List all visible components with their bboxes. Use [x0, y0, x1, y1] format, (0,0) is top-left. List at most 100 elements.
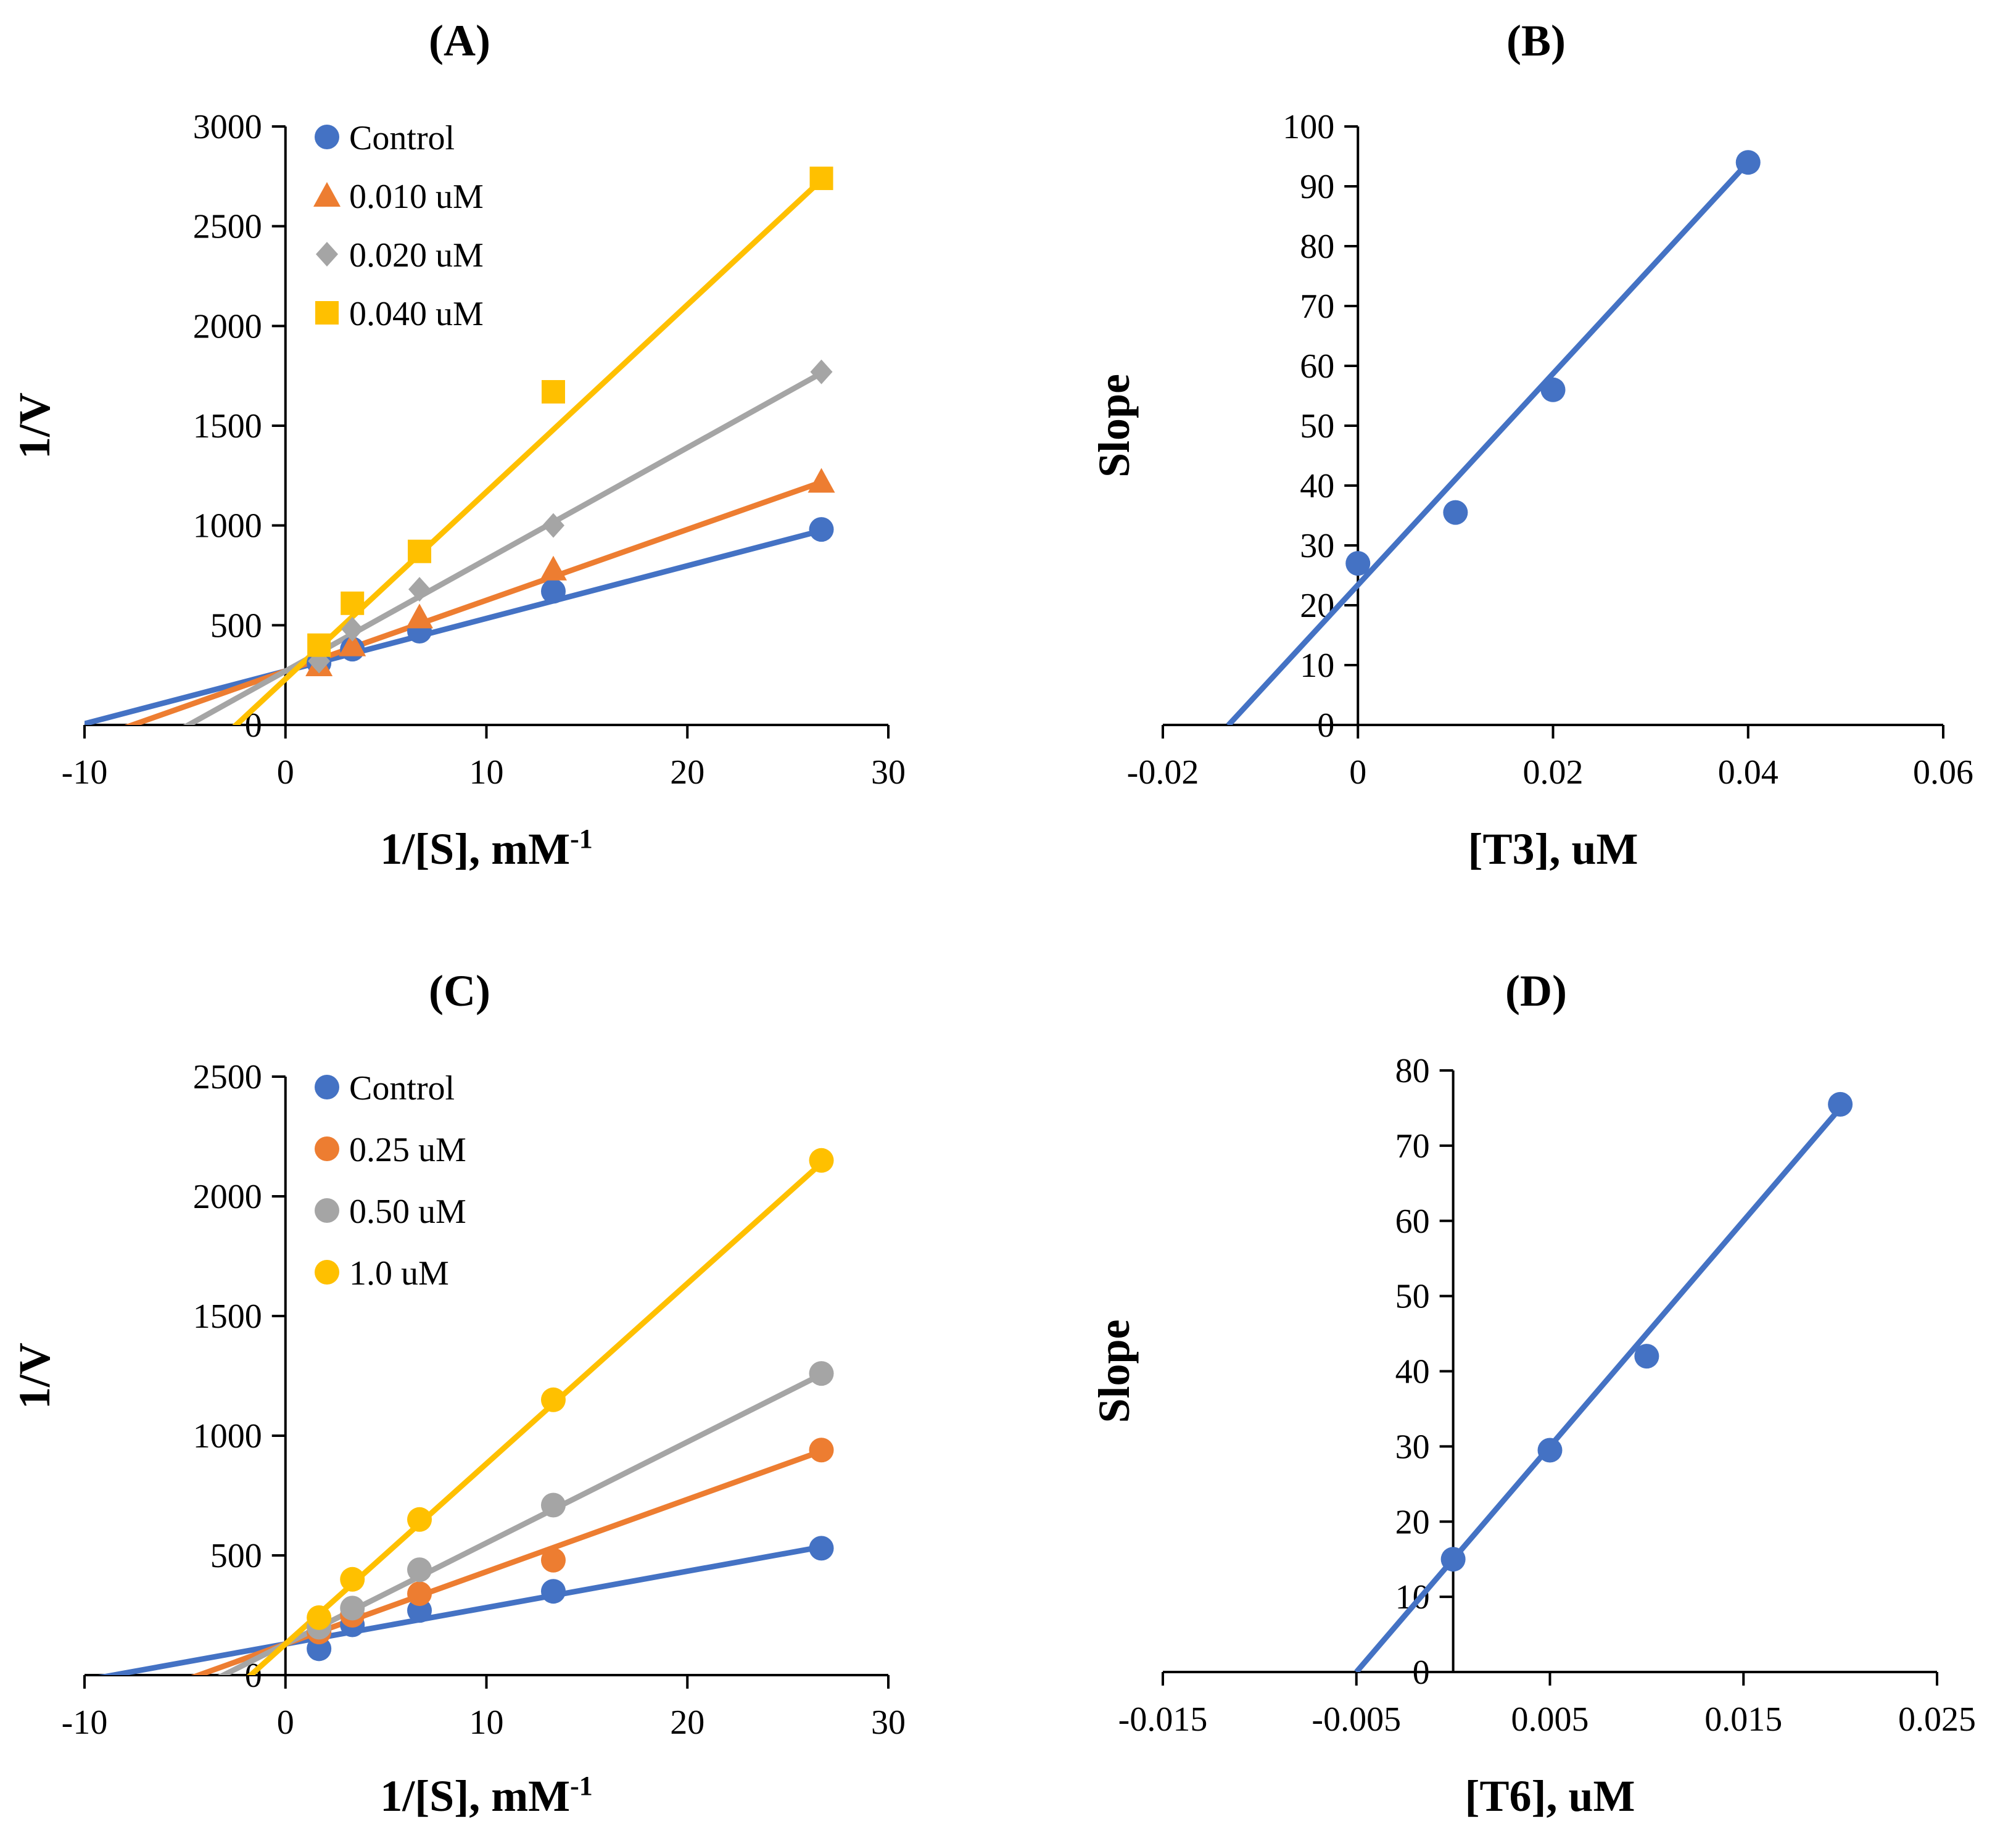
panel-d-y-tick-label: 60	[1395, 1202, 1430, 1241]
panel-c-title: (C)	[429, 966, 490, 1016]
panel-d-series-0-point	[1634, 1344, 1659, 1369]
panel-c-x-tick-label: 0	[277, 1703, 294, 1742]
panel-a-series-2-point	[810, 359, 833, 384]
panel-a-series-1-point	[406, 603, 434, 629]
panel-c-series-3-point	[307, 1605, 332, 1630]
panel-c-series-2-point	[809, 1361, 834, 1386]
panel-c-series-2-fit-line	[217, 1372, 823, 1675]
panel-a-legend-label: Control	[349, 119, 455, 157]
panel-c-legend-label: Control	[349, 1069, 455, 1107]
panel-a-series-0-point	[809, 517, 834, 542]
panel-a-series-3-point	[408, 539, 432, 563]
panel-c-legend-label: 0.50 uM	[349, 1193, 466, 1231]
panel-b-x-tick-label: -0.02	[1127, 753, 1199, 792]
panel-c-series-3-point	[540, 1387, 566, 1412]
panel-c-x-axis-title: 1/[S], mM-1	[380, 1771, 593, 1821]
panel-b-x-tick-label: 0	[1349, 753, 1366, 792]
panel-a: (A)-10 0 10 20 300500100015002000250030001/[…	[10, 16, 906, 874]
panel-b-y-tick-label: 30	[1300, 527, 1334, 565]
panel-c-series-3-fit-line	[246, 1161, 824, 1675]
panel-d-series-0-point	[1828, 1091, 1853, 1117]
panel-a-x-tick-label: 30	[871, 753, 906, 792]
panel-d-y-tick-label: 70	[1395, 1127, 1430, 1165]
panel-c-series-0-fit-line	[97, 1544, 822, 1675]
panel-b-y-tick-label: 70	[1300, 288, 1334, 326]
panel-b-y-tick-label: 40	[1300, 467, 1334, 505]
panel-b-series-0-point	[1443, 500, 1468, 525]
panel-a-x-tick-label: 0	[277, 753, 294, 792]
panel-a-y-tick-label: 2500	[193, 208, 262, 246]
panel-a-title: (A)	[429, 16, 490, 65]
panel-c-series-1-fit-line	[191, 1448, 823, 1675]
panel-a-series-1-point	[339, 631, 366, 656]
panel-a-series-2-point	[341, 616, 364, 642]
panel-a-legend-label: 0.040 uM	[349, 295, 484, 333]
panel-d-series-0-point	[1537, 1438, 1563, 1463]
panel-c-x-tick-label: 30	[871, 1703, 906, 1742]
panel-d-x-tick-label: 0.025	[1898, 1700, 1976, 1739]
panel-d-x-tick-label: 0.005	[1511, 1700, 1589, 1739]
panel-d-x-tick-label: -0.005	[1312, 1700, 1401, 1739]
panel-a-series-0-point	[540, 579, 566, 604]
panel-c-series-0-point	[540, 1579, 566, 1604]
panel-c-x-tick-label: 10	[469, 1703, 504, 1742]
panel-d-y-tick-label: 30	[1395, 1428, 1430, 1466]
panel-d-series-0-point	[1440, 1547, 1466, 1572]
panel-c-y-tick-label: 500	[210, 1537, 262, 1575]
panel-a-series-1-fit-line	[124, 479, 823, 725]
panel-b-series-0-point	[1735, 150, 1761, 175]
panel-d-x-tick-label: -0.015	[1118, 1700, 1208, 1739]
panel-b-y-tick-label: 100	[1283, 108, 1334, 146]
panel-a-series-1-point	[539, 555, 567, 581]
panel-a-legend: Control 0.010 uM 0.020 uM 0.040 uM	[313, 119, 484, 333]
panel-a-series-0-fit-line	[85, 528, 822, 725]
panel-d-y-axis-title: Slope	[1089, 1319, 1139, 1423]
panel-a-legend-marker	[313, 182, 341, 207]
panel-d-y-tick-label: 40	[1395, 1353, 1430, 1391]
panel-c-legend-marker	[315, 1198, 339, 1223]
panel-c-series-2-point	[407, 1557, 432, 1583]
panel-a-series-3-point	[307, 633, 331, 657]
panel-a-legend-label: 0.010 uM	[349, 178, 484, 216]
panel-a-series-3-point	[541, 380, 565, 404]
panel-b-y-tick-label: 50	[1300, 407, 1334, 445]
panel-c-legend-label: 1.0 uM	[349, 1254, 449, 1293]
panel-c-y-tick-label: 1500	[193, 1298, 262, 1336]
panel-b-series-0-fit-line	[1226, 160, 1751, 725]
panel-b-y-axis-title: Slope	[1089, 374, 1139, 478]
panel-d-y-tick-label: 80	[1395, 1052, 1430, 1090]
panel-c-series-3-point	[340, 1567, 365, 1592]
panel-c-series-3-point	[809, 1148, 834, 1173]
panel-c-series-3-point	[407, 1507, 432, 1532]
panel-d-title: (D)	[1505, 966, 1567, 1016]
panel-c-series-1-point	[407, 1581, 432, 1607]
panel-a-x-tick-label: -10	[62, 753, 108, 792]
panel-c-legend-label: 0.25 uM	[349, 1131, 466, 1169]
panel-c-legend: Control 0.25 uM 0.50 uM 1.0 uM	[315, 1069, 466, 1293]
panel-b-x-axis-title: [T3], uM	[1468, 824, 1638, 874]
panel-c-series-1-point	[809, 1438, 834, 1463]
panel-a-x-axis-title: 1/[S], mM-1	[380, 824, 593, 874]
panel-c-legend-marker	[315, 1260, 339, 1285]
panel-d-y-tick-label: 50	[1395, 1278, 1430, 1316]
panel-b-y-tick-label: 10	[1300, 647, 1334, 685]
panel-b: (B)-0.02 0 0.02 0.04 0.060102030405060708090…	[1089, 16, 1973, 874]
panel-b-series-0-point	[1540, 377, 1566, 402]
panel-a-series-2-fit-line	[183, 370, 823, 725]
panel-a-series-1-point	[808, 468, 835, 493]
panel-c: (C)-10 0 10 20 30050010001500200025001/[S], …	[10, 966, 906, 1821]
panel-c-x-axis-title-sup: -1	[570, 1771, 593, 1801]
panel-a-x-axis-title-sup: -1	[570, 824, 593, 854]
panel-a-y-tick-label: 1000	[193, 507, 262, 545]
panel-a-series-3-fit-line	[232, 178, 824, 725]
panel-b-y-tick-label: 80	[1300, 228, 1334, 266]
panel-a-legend-marker	[315, 125, 339, 149]
panel-a-series-2-point	[408, 577, 431, 602]
panel-a-y-tick-label: 1500	[193, 407, 262, 445]
panel-a-y-tick-label: 2000	[193, 307, 262, 346]
panel-c-y-tick-label: 2000	[193, 1178, 262, 1216]
panel-c-y-tick-label: 2500	[193, 1058, 262, 1096]
panel-b-y-tick-label: 90	[1300, 168, 1334, 206]
panel-a-series-2-point	[542, 513, 564, 538]
